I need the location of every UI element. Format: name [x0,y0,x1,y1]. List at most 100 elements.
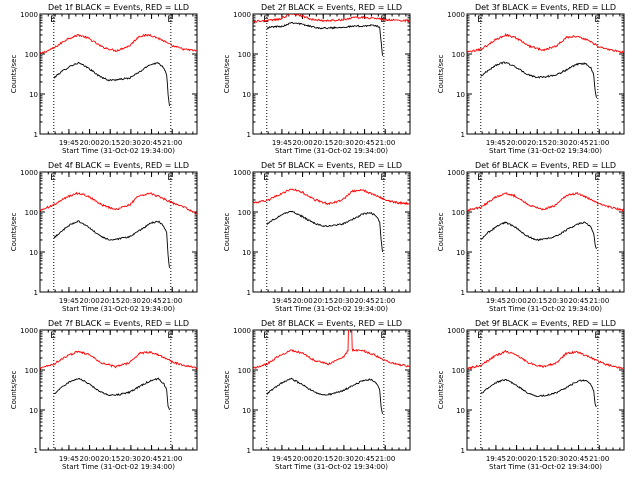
x-tick-label: 20:30 [121,139,141,147]
x-tick-label: 19:45 [59,455,79,463]
panel-6: Det 6f BLACK = Events, RED = LLD 1 10 100 10… [437,161,625,313]
x-tick-label: 20:15 [100,139,120,147]
y-tick-label: 1 [247,289,251,297]
lld-series-line [467,349,624,370]
x-tick-label: 20:30 [548,297,568,305]
panel-7: Det 7f BLACK = Events, RED = LLD 1 10 100 10… [10,319,198,471]
x-tick-label: 20:15 [100,455,120,463]
y-tick-label: 100 [238,209,251,217]
lld-series-line [40,33,197,55]
y-tick-label: 1 [461,289,465,297]
plot-frame [39,329,198,451]
chart-title: Det 9f BLACK = Events, RED = LLD [475,319,616,328]
events-series-line [480,379,597,408]
x-tick-label: 20:00 [79,455,99,463]
y-tick-label: 10 [29,407,38,415]
y-tick-label: 1 [461,447,465,455]
x-tick-label: 20:30 [334,455,354,463]
y-tick-label: 1000 [20,169,38,177]
chart-title: Det 7f BLACK = Events, RED = LLD [48,319,189,328]
lld-series-line [40,350,197,370]
x-tick-label: 20:45 [354,139,374,147]
panel-4: Det 4f BLACK = Events, RED = LLD 1 10 100 10… [10,161,198,313]
x-axis-label: Start Time (31-Oct-02 19:34:00) [275,305,388,313]
x-tick-label: 19:45 [486,455,506,463]
y-tick-label: 100 [25,51,38,59]
x-tick-label: 20:00 [292,139,312,147]
x-tick-label: 20:15 [100,297,120,305]
y-tick-label: 1 [34,131,38,139]
y-tick-label: 1 [247,447,251,455]
x-tick-label: 19:45 [486,297,506,305]
y-axis-label: Counts/sec [10,55,18,94]
x-axis-label: Start Time (31-Oct-02 19:34:00) [62,463,175,471]
event-marker-label: E [594,331,600,341]
x-tick-label: 20:00 [79,297,99,305]
chart-title: Det 4f BLACK = Events, RED = LLD [48,161,189,170]
x-tick-label: 20:45 [354,455,374,463]
y-tick-label: 1 [34,289,38,297]
x-axis-label: Start Time (31-Oct-02 19:34:00) [275,147,388,155]
x-tick-label: 21:00 [589,139,609,147]
event-marker-label: E [167,173,173,183]
x-tick-label: 20:45 [141,297,161,305]
x-axis-label: Start Time (31-Oct-02 19:34:00) [489,463,602,471]
events-series-line [480,221,597,249]
y-tick-label: 100 [25,209,38,217]
y-axis-label: Counts/sec [223,55,231,94]
y-tick-label: 100 [452,367,465,375]
y-tick-label: 10 [456,407,465,415]
event-marker-label: E [594,173,600,183]
chart-title: Det 1f BLACK = Events, RED = LLD [48,3,189,12]
events-series-line [53,377,170,411]
chart-title: Det 6f BLACK = Events, RED = LLD [475,161,616,170]
panel-9: Det 9f BLACK = Events, RED = LLD 1 10 100 10… [437,319,625,471]
event-marker-label: E [380,331,386,341]
x-axis-label: Start Time (31-Oct-02 19:34:00) [62,147,175,155]
panel-5: Det 5f BLACK = Events, RED = LLD 1 10 100 10… [223,161,411,313]
event-marker-label: E [477,15,483,25]
event-marker-label: E [50,331,56,341]
lld-series-line [253,188,410,206]
plot-frame [252,13,411,135]
x-tick-label: 19:45 [272,297,292,305]
event-marker-label: E [477,331,483,341]
plot-frame [252,329,411,451]
y-axis-label: Counts/sec [437,213,445,252]
x-tick-label: 21:00 [589,455,609,463]
event-marker-label: E [167,15,173,25]
event-marker-label: E [594,15,600,25]
lld-series-line [253,14,410,23]
x-tick-label: 20:30 [334,297,354,305]
y-tick-label: 1000 [233,169,251,177]
event-marker-label: E [50,173,56,183]
events-series-line [266,21,383,56]
x-tick-label: 20:45 [354,297,374,305]
panel-2: Det 2f BLACK = Events, RED = LLD 1 10 100 10… [223,3,411,155]
y-tick-label: 100 [452,51,465,59]
x-tick-label: 20:45 [568,139,588,147]
panel-1: Det 1f BLACK = Events, RED = LLD 1 10 100 10… [10,3,198,155]
event-marker-label: E [380,15,386,25]
x-tick-label: 20:00 [292,297,312,305]
y-tick-label: 10 [456,91,465,99]
event-marker-label: E [477,173,483,183]
y-axis-label: Counts/sec [437,55,445,94]
x-axis-label: Start Time (31-Oct-02 19:34:00) [62,305,175,313]
y-tick-label: 10 [242,249,251,257]
events-series-line [266,377,383,414]
plot-frame [466,171,625,293]
y-tick-label: 1000 [447,11,465,19]
y-tick-label: 1 [461,131,465,139]
events-series-line [53,220,170,268]
event-marker-label: E [167,331,173,341]
x-tick-label: 20:45 [141,139,161,147]
y-axis-label: Counts/sec [223,371,231,410]
x-tick-label: 20:00 [79,139,99,147]
y-tick-label: 1000 [233,327,251,335]
x-tick-label: 20:15 [527,455,547,463]
y-axis-label: Counts/sec [437,371,445,410]
x-tick-label: 19:45 [59,139,79,147]
